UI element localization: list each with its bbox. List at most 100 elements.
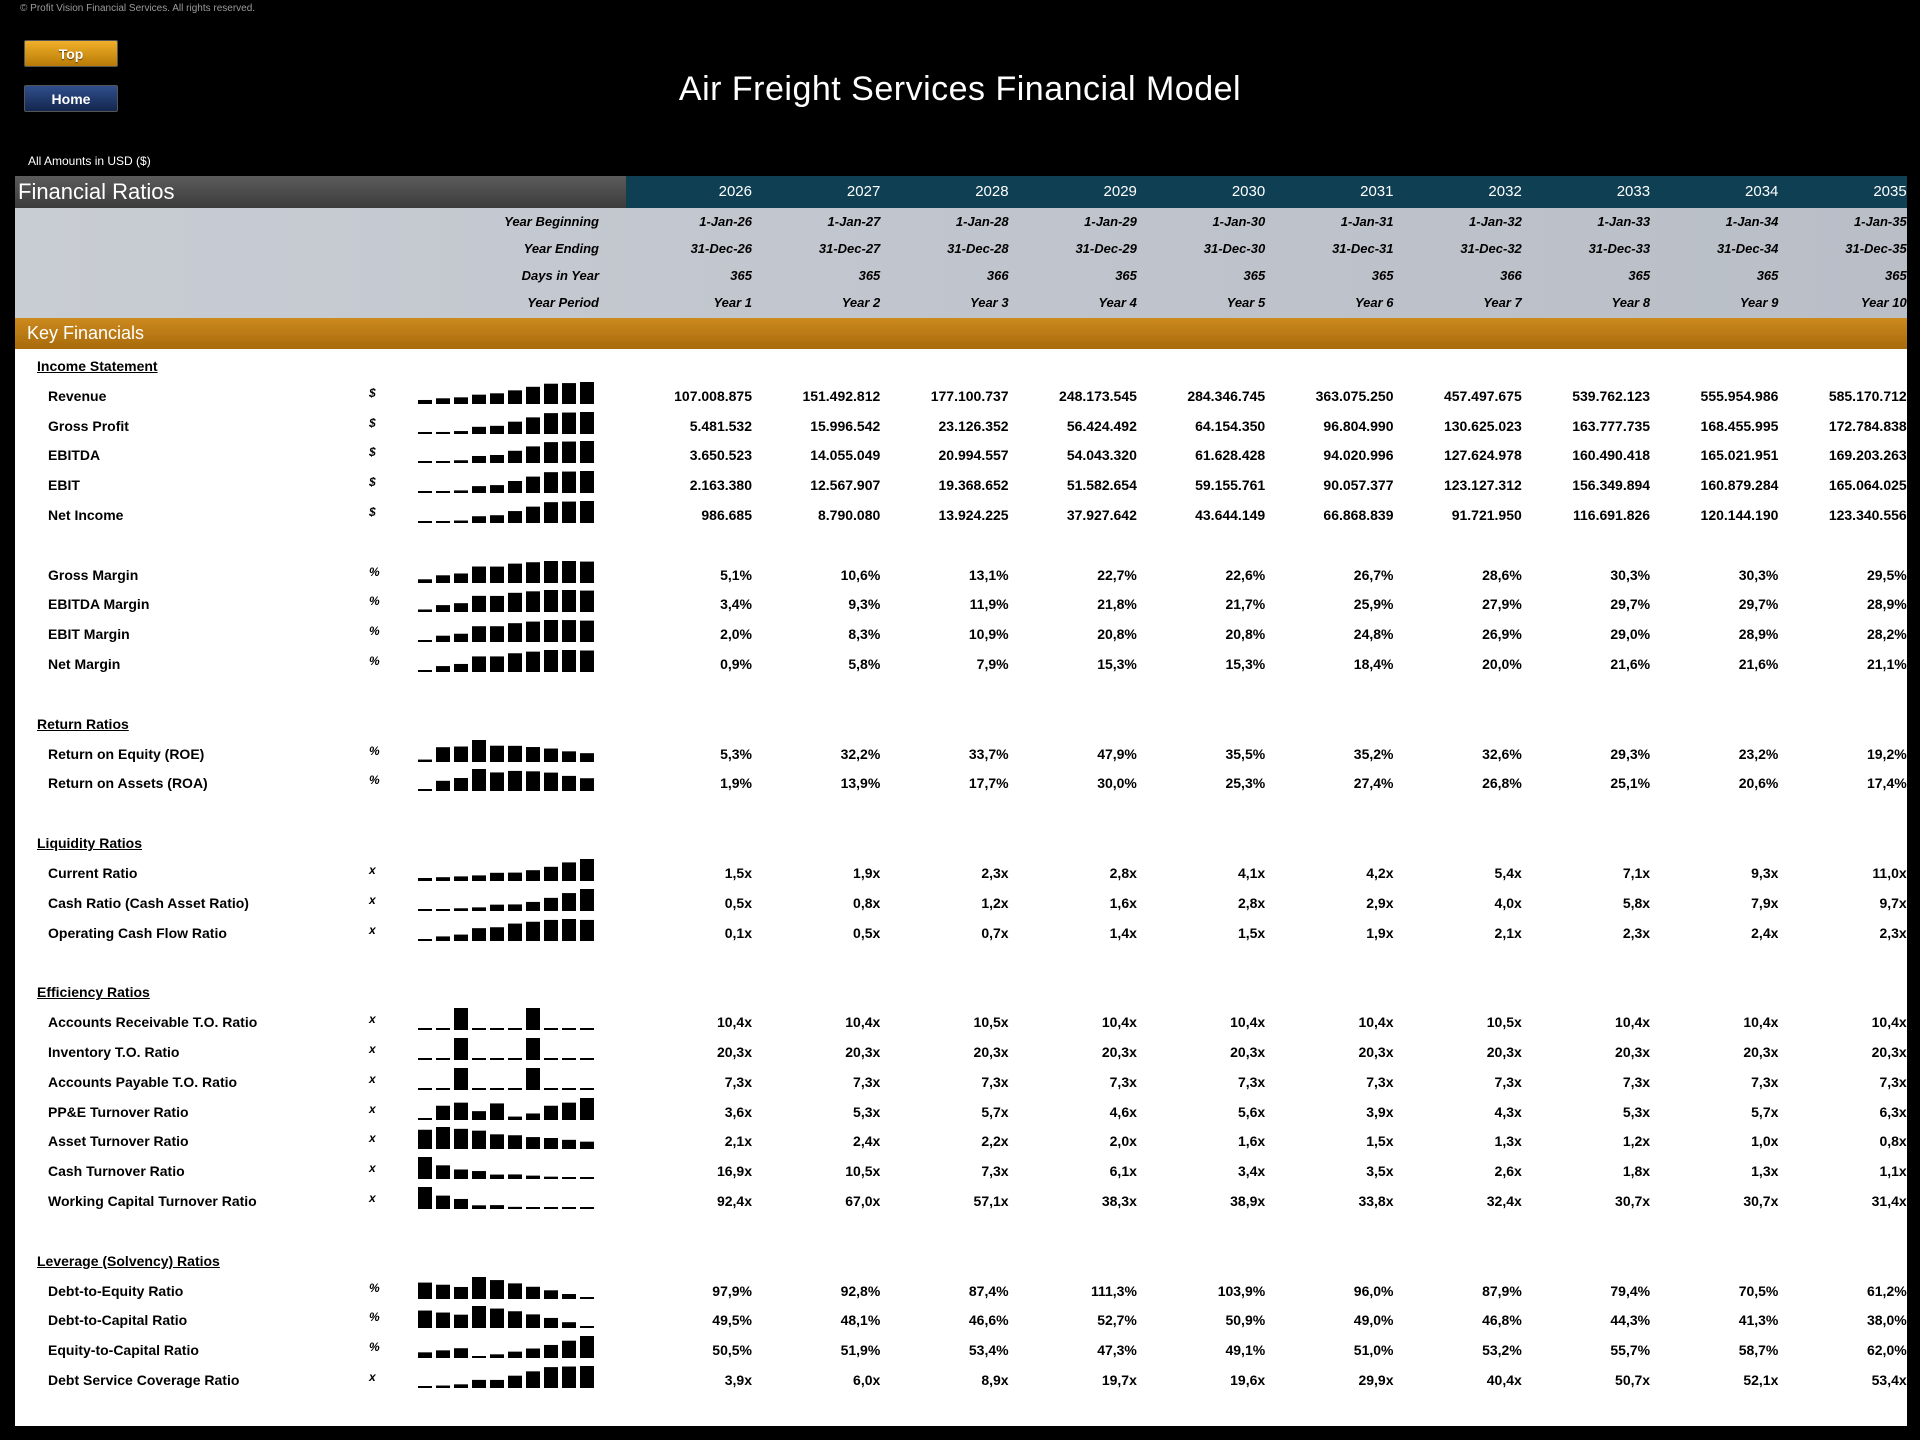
value-cell: 92,4x xyxy=(716,1193,752,1209)
sparkline-bar xyxy=(580,590,594,613)
sparkline-bar xyxy=(526,870,540,881)
sparkline-bar xyxy=(418,399,432,404)
sparkline-bar xyxy=(580,778,594,792)
value-cell: 1,6x xyxy=(1237,1133,1266,1150)
row-label-equity-to-capital-ratio: Equity-to-Capital Ratio xyxy=(48,1342,199,1359)
value-cell: 2,2x xyxy=(981,1133,1009,1150)
sparkline-bar xyxy=(454,1102,468,1120)
sparkline xyxy=(418,560,594,583)
value-cell: 49,5% xyxy=(712,1312,752,1329)
top-button[interactable]: Top xyxy=(24,40,118,67)
value-cell: 3,5x xyxy=(1366,1163,1394,1180)
value-cell: 25,1% xyxy=(1610,775,1651,792)
sparkline-bar xyxy=(508,511,522,523)
value-cell: 160.490.418 xyxy=(1572,447,1651,464)
sparkline-bar xyxy=(508,923,522,941)
row-unit: $ xyxy=(369,475,376,490)
value-cell: 160.879.284 xyxy=(1700,477,1779,494)
sparkline-bar xyxy=(472,1356,486,1359)
value-cell: 21,6% xyxy=(1610,656,1651,672)
sparkline-bar xyxy=(580,919,594,941)
sparkline-bar xyxy=(544,919,558,941)
row-label-return-on-equity-roe: Return on Equity (ROE) xyxy=(48,745,205,762)
sparkline-bar xyxy=(580,1028,594,1031)
value-cell: 20,8% xyxy=(1097,626,1137,643)
year-ending-cell: 31-Dec-33 xyxy=(1588,241,1651,256)
year-ending-cell: 31-Dec-32 xyxy=(1460,241,1522,256)
sparkline-bar xyxy=(562,441,576,464)
sparkline-bar xyxy=(508,451,522,464)
value-cell: 5,3% xyxy=(720,745,752,762)
home-button[interactable]: Home xyxy=(24,85,118,112)
value-cell: 2,6x xyxy=(1494,1163,1522,1180)
sparkline-bar xyxy=(526,746,540,762)
value-cell: 38,9x xyxy=(1230,1193,1266,1209)
sparkline-bar xyxy=(508,872,522,881)
value-cell: 165.064.025 xyxy=(1828,477,1907,494)
value-cell: 2,0% xyxy=(720,626,752,643)
value-cell: 123.340.556 xyxy=(1828,507,1907,523)
row-unit: $ xyxy=(369,445,376,460)
sparkline-bar xyxy=(544,442,558,464)
row-unit: % xyxy=(369,743,380,758)
value-cell: 9,3x xyxy=(1751,865,1779,881)
value-cell: 2,3x xyxy=(1622,924,1651,941)
sparkline-bar xyxy=(562,892,576,911)
sparkline-bar xyxy=(508,745,522,762)
sparkline-bar xyxy=(454,1348,468,1359)
value-cell: 6,1x xyxy=(1109,1163,1137,1180)
year-period-cell: Year 1 xyxy=(713,295,752,310)
year-period-cell: Year 3 xyxy=(970,295,1009,310)
value-cell: 20.994.557 xyxy=(938,447,1009,464)
value-cell: 51.582.654 xyxy=(1066,477,1137,494)
sparkline-bar xyxy=(454,1384,468,1388)
value-cell: 38,3x xyxy=(1101,1193,1137,1209)
value-cell: 7,3x xyxy=(981,1163,1009,1180)
row-label-pp-e-turnover-ratio: PP&E Turnover Ratio xyxy=(48,1103,189,1120)
value-cell: 10,4x xyxy=(1871,1014,1907,1031)
sparkline-bar xyxy=(508,653,522,672)
value-cell: 1,3x xyxy=(1751,1163,1779,1180)
sparkline-bar xyxy=(526,1137,540,1150)
value-cell: 53,4x xyxy=(1871,1372,1907,1388)
year-period-cell: Year 8 xyxy=(1611,295,1651,310)
row-unit: % xyxy=(369,1280,380,1295)
year-period-cell: Year 10 xyxy=(1860,295,1907,310)
sparkline-bar xyxy=(454,397,468,404)
value-cell: 46,6% xyxy=(968,1312,1009,1329)
year-beginning-cell: 1-Jan-32 xyxy=(1469,214,1522,229)
value-cell: 11,0x xyxy=(1872,865,1907,881)
value-cell: 15,3% xyxy=(1097,656,1137,672)
value-cell: 0,9% xyxy=(720,656,752,672)
value-cell: 30,7x xyxy=(1615,1193,1651,1209)
sparkline-bar xyxy=(526,1314,540,1329)
value-cell: 52,1x xyxy=(1743,1372,1779,1388)
sparkline-bar xyxy=(472,1110,486,1120)
value-cell: 7,9x xyxy=(1751,894,1779,911)
value-cell: 5,6x xyxy=(1237,1103,1266,1120)
sparkline-bar xyxy=(490,1103,504,1120)
row-label-cash-turnover-ratio: Cash Turnover Ratio xyxy=(48,1163,185,1180)
sparkline-bar xyxy=(562,650,576,672)
sparkline-bar xyxy=(472,927,486,941)
sparkline-bar xyxy=(544,1367,558,1388)
value-cell: 10,5x xyxy=(973,1014,1009,1031)
section-title-return-ratios: Return Ratios xyxy=(37,715,129,732)
sparkline-bar xyxy=(562,1177,576,1180)
sparkline-bar xyxy=(436,1284,450,1299)
value-cell: 13,1% xyxy=(968,566,1009,583)
row-unit: $ xyxy=(369,505,376,519)
sparkline-bar xyxy=(526,1348,540,1359)
value-cell: 96.804.990 xyxy=(1323,417,1394,434)
value-cell: 4,1x xyxy=(1237,865,1266,881)
value-cell: 50,7x xyxy=(1615,1372,1651,1388)
sparkline-bar xyxy=(436,1165,450,1180)
sparkline xyxy=(418,769,594,792)
value-cell: 172.784.838 xyxy=(1828,417,1907,434)
sparkline-bar xyxy=(472,1028,486,1031)
row-label-ebit-margin: EBIT Margin xyxy=(48,626,130,643)
value-cell: 21,8% xyxy=(1097,596,1137,613)
value-cell: 7,9% xyxy=(976,656,1009,672)
sparkline-bar xyxy=(544,502,558,523)
value-cell: 50,5% xyxy=(712,1342,752,1359)
